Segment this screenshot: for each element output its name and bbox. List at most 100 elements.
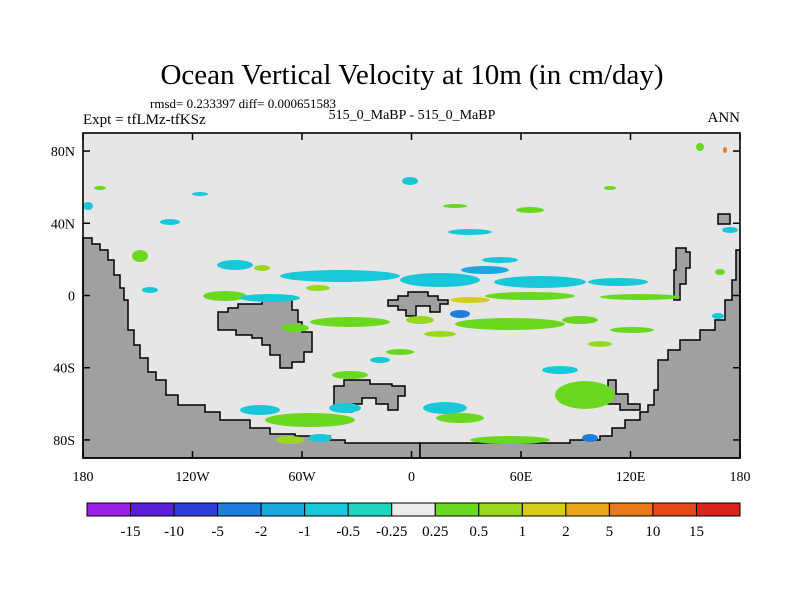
y-tick-label: 80N (51, 145, 75, 160)
colorbar-swatch (695, 502, 741, 517)
comparison-label: 515_0_MaBP - 515_0_MaBP (329, 108, 496, 123)
colorbar-swatch (260, 502, 306, 517)
colorbar-label: -0.25 (376, 524, 407, 540)
patch (723, 147, 727, 153)
patch (142, 287, 158, 293)
patch (386, 349, 414, 355)
patch (610, 327, 654, 333)
colorbar-swatch (391, 502, 436, 517)
colorbar-label: 15 (689, 524, 704, 540)
patch (588, 341, 612, 347)
patch (370, 357, 390, 363)
colorbar-label: -0.5 (336, 524, 360, 540)
colorbar-label: -2 (255, 524, 268, 540)
x-tick-label: 60W (288, 470, 316, 485)
colorbar-swatch (86, 502, 132, 517)
x-tick-label: 60E (510, 470, 533, 485)
y-tick-label: 40S (53, 362, 75, 377)
patch (400, 273, 480, 287)
patch (254, 265, 270, 271)
patch (423, 402, 467, 414)
patch (160, 219, 180, 225)
patch (555, 381, 615, 409)
patch (696, 143, 704, 151)
x-tick-label: 120E (616, 470, 646, 485)
patch (240, 294, 300, 302)
colorbar-swatch (478, 502, 523, 517)
colorbar: -15 -10 -5 -2 -1 -0.5 -0.25 0.25 0.5 1 2 5 10 15 (86, 502, 741, 540)
colorbar-label: -1 (298, 524, 311, 540)
patch (306, 285, 330, 291)
colorbar-swatch (434, 502, 480, 517)
y-tick-label: 80S (53, 434, 75, 449)
colorbar-label: 0.25 (422, 524, 448, 540)
patch (588, 278, 648, 286)
patch (450, 297, 490, 303)
patch (276, 436, 304, 444)
colorbar-label: -5 (211, 524, 224, 540)
season-label: ANN (708, 110, 741, 126)
patch (436, 413, 484, 423)
colorbar-swatch (608, 502, 654, 517)
patch (482, 257, 518, 263)
downwelling-patches (83, 177, 738, 442)
colorbar-label: 1 (519, 524, 527, 540)
patch (455, 318, 565, 330)
patch (132, 250, 148, 262)
colorbar-swatch (304, 502, 349, 517)
patch (600, 294, 680, 300)
patch (217, 260, 253, 270)
colorbar-label: -10 (164, 524, 184, 540)
axis-ticks: 180 120W 60W 0 60E 120E 180 80N 40N 0 40S 80S (51, 133, 751, 485)
patch (470, 436, 550, 444)
patch (402, 177, 418, 185)
x-tick-label: 180 (730, 470, 751, 485)
land-small-block (717, 213, 731, 225)
patch (406, 316, 434, 324)
patch (329, 403, 361, 413)
patch (281, 324, 309, 332)
patch (450, 310, 470, 318)
patch (485, 292, 575, 300)
land-equatorial-islands (387, 291, 449, 317)
patch (562, 316, 598, 324)
x-tick-label: 120W (175, 470, 210, 485)
map-plot: 180 120W 60W 0 60E 120E 180 80N 40N 0 40S 80S (51, 132, 751, 485)
patch (83, 202, 93, 210)
patch (604, 186, 616, 190)
colorbar-label: 10 (645, 524, 660, 540)
patch (542, 366, 578, 374)
patch (461, 266, 509, 274)
patch (203, 291, 247, 301)
colorbar-label: 2 (562, 524, 570, 540)
x-tick-label: 0 (408, 470, 415, 485)
patch (308, 434, 332, 442)
x-tick-label: 180 (73, 470, 94, 485)
land-masses (82, 213, 741, 459)
patch (443, 204, 467, 208)
patch (94, 186, 106, 190)
colorbar-label: 0.5 (469, 524, 488, 540)
colorbar-swatch (565, 502, 610, 517)
patch (715, 269, 725, 275)
colorbar-swatch (652, 502, 697, 517)
colorbar-swatch (173, 502, 219, 517)
land-east-coast (607, 379, 641, 411)
patch (582, 434, 598, 442)
patch (310, 317, 390, 327)
patch (712, 313, 724, 319)
land-eastern-hemisphere (419, 249, 741, 459)
chart-title: Ocean Vertical Velocity at 10m (in cm/da… (160, 59, 663, 91)
patch (332, 371, 368, 379)
upwelling-patches (94, 143, 727, 444)
stats-line: rmsd= 0.233397 diff= 0.000651583 (150, 96, 336, 111)
experiment-label: Expt = tfLMz-tfKSz (83, 112, 206, 128)
patch (424, 331, 456, 337)
land-africa-like (217, 295, 313, 369)
colorbar-label: -15 (121, 524, 141, 540)
patch (280, 270, 400, 282)
patch (448, 229, 492, 235)
patch (192, 192, 208, 196)
colorbar-swatch (347, 502, 393, 517)
